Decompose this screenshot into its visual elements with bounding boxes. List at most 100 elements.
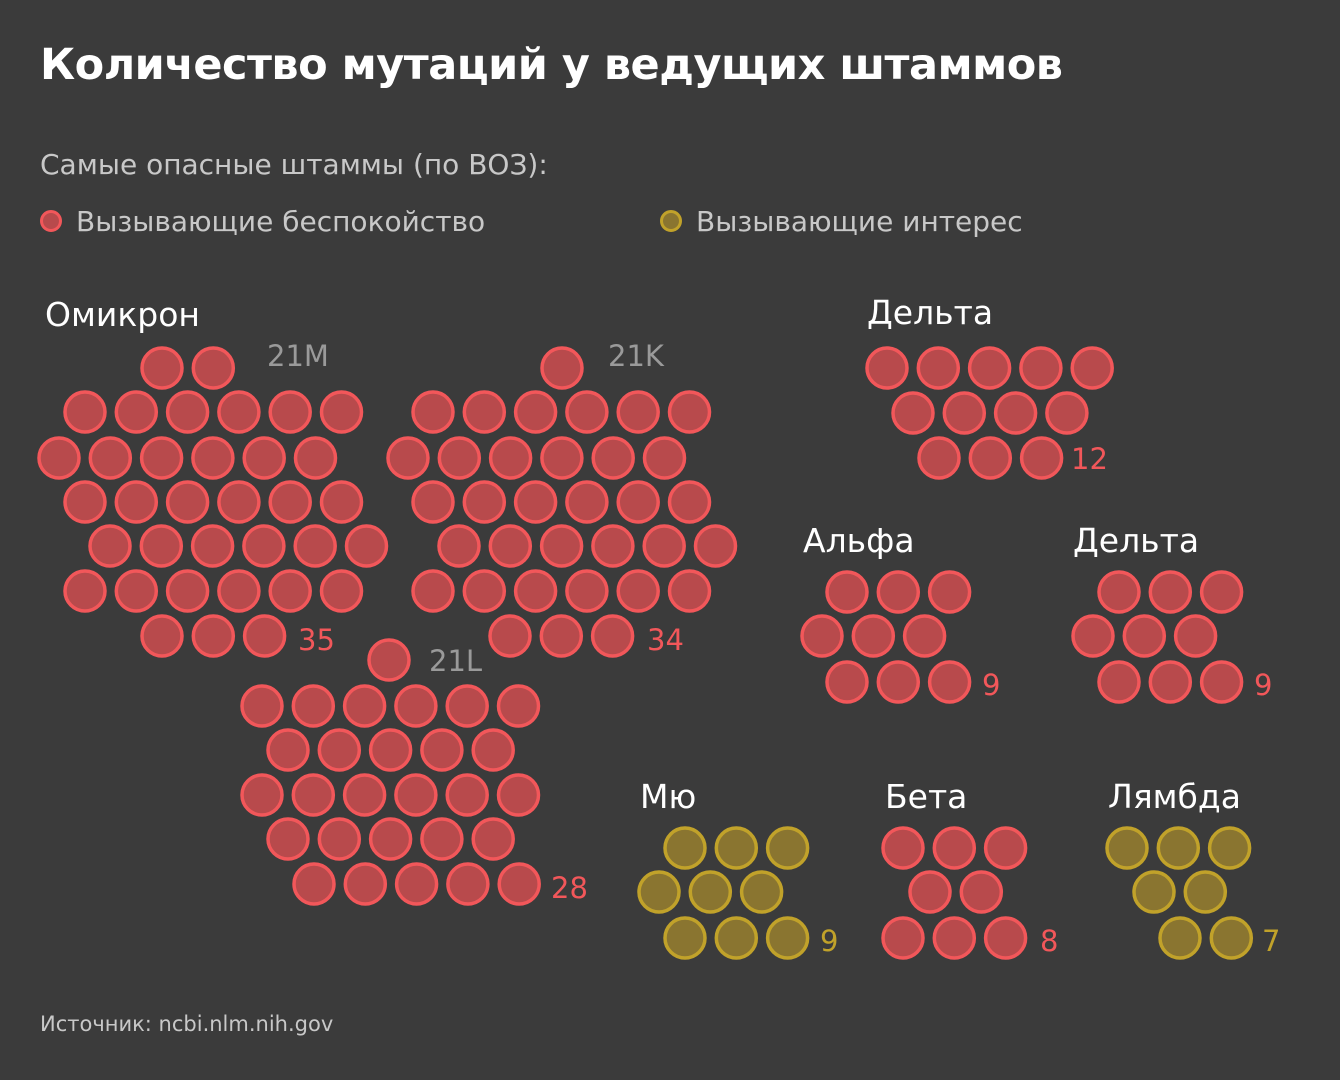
mutation-dot bbox=[825, 660, 869, 704]
mutation-dot bbox=[539, 524, 584, 568]
mutation-dot bbox=[420, 728, 464, 772]
mutation-dot bbox=[240, 773, 284, 817]
mutation-dot bbox=[266, 728, 310, 772]
mutation-dot bbox=[190, 524, 235, 568]
mutation-dot bbox=[565, 390, 609, 434]
legend-label-interest: Вызывающие интерес bbox=[696, 204, 1023, 238]
group-label-cluster-6: Мю bbox=[640, 777, 696, 816]
mutation-dot bbox=[513, 480, 558, 524]
mutation-dot bbox=[916, 346, 961, 390]
mutation-dot bbox=[471, 817, 515, 861]
mutation-dot bbox=[591, 524, 635, 568]
value-label-cluster-5: 9 bbox=[1254, 668, 1272, 702]
mutation-dot bbox=[1019, 346, 1063, 390]
value-label-cluster-3: 12 bbox=[1071, 442, 1108, 476]
mutation-dot bbox=[88, 436, 133, 480]
mutation-dot bbox=[88, 524, 132, 568]
group-label-cluster-7: Бета bbox=[885, 777, 967, 816]
mutation-dot bbox=[497, 862, 541, 906]
mutation-dot bbox=[63, 569, 107, 613]
mutation-dot bbox=[411, 569, 455, 613]
mutation-dot bbox=[445, 773, 489, 817]
mutation-dot bbox=[616, 480, 660, 524]
mutation-dot bbox=[319, 390, 364, 434]
mutation-dot bbox=[165, 569, 210, 613]
mutation-dot bbox=[411, 390, 455, 434]
mutation-dot bbox=[240, 684, 284, 728]
mutation-dot bbox=[191, 346, 236, 390]
mutation-dot bbox=[488, 614, 532, 658]
mutation-dot bbox=[881, 826, 925, 870]
mutation-dot bbox=[386, 436, 430, 480]
mutation-dot bbox=[825, 570, 869, 614]
mutation-dot bbox=[496, 684, 541, 728]
mutation-dot bbox=[471, 728, 515, 772]
mutation-dot bbox=[394, 684, 438, 728]
value-label-cluster-0: 35 bbox=[298, 623, 335, 657]
subvariant-label-cluster-1: 21K bbox=[608, 339, 665, 373]
mutation-dot bbox=[420, 817, 464, 861]
legend-label-concern: Вызывающие беспокойство bbox=[76, 204, 486, 238]
mutation-dot bbox=[908, 870, 952, 914]
value-label-cluster-6: 9 bbox=[820, 924, 838, 958]
source-note: Источник: ncbi.nlm.nih.gov bbox=[40, 1012, 334, 1036]
mutation-dot bbox=[1209, 916, 1254, 960]
mutation-dot bbox=[663, 916, 707, 960]
group-label-cluster-4: Альфа bbox=[803, 521, 915, 560]
mutation-dot bbox=[1183, 870, 1228, 914]
group-label-omicron: Омикрон bbox=[45, 295, 200, 334]
mutation-dot bbox=[932, 916, 977, 960]
mutation-dot bbox=[540, 436, 584, 480]
mutation-dot bbox=[140, 614, 184, 658]
legend-item-concern: Вызывающие беспокойство bbox=[40, 203, 485, 239]
mutation-dot bbox=[513, 390, 558, 434]
mutation-dot bbox=[1097, 660, 1141, 704]
legend-swatch-interest-icon bbox=[660, 210, 682, 232]
mutation-dot bbox=[917, 436, 961, 480]
mutation-dot bbox=[266, 817, 310, 861]
mutation-dot bbox=[268, 480, 312, 524]
mutation-dot bbox=[63, 480, 107, 524]
mutation-dot bbox=[1148, 570, 1193, 614]
mutation-dot bbox=[292, 862, 336, 906]
mutation-dot bbox=[714, 916, 759, 960]
mutation-dot bbox=[446, 862, 490, 906]
mutation-dot bbox=[394, 862, 439, 906]
mutation-dot bbox=[217, 390, 261, 434]
mutation-dot bbox=[565, 569, 609, 613]
mutation-dot bbox=[217, 569, 261, 613]
mutation-dot bbox=[1173, 614, 1218, 658]
mutation-dot bbox=[688, 870, 733, 914]
chart-subtitle: Самые опасные штаммы (по ВОЗ): bbox=[40, 148, 548, 181]
value-label-cluster-7: 8 bbox=[1040, 924, 1058, 958]
mutation-dot bbox=[462, 480, 507, 524]
mutation-dot bbox=[293, 436, 338, 480]
mutation-dot bbox=[616, 390, 660, 434]
value-label-cluster-4: 9 bbox=[982, 668, 1000, 702]
group-label-cluster-5: Дельта bbox=[1073, 521, 1199, 560]
mutation-dot bbox=[139, 524, 184, 568]
mutation-dot bbox=[488, 524, 533, 568]
mutation-dot bbox=[140, 346, 184, 390]
mutation-dot bbox=[242, 436, 286, 480]
mutation-dot bbox=[714, 826, 759, 870]
mutation-dot bbox=[343, 862, 388, 906]
mutation-dot bbox=[1019, 436, 1064, 480]
mutation-dot bbox=[319, 480, 364, 524]
mutation-dot bbox=[114, 390, 159, 434]
mutation-dot bbox=[739, 870, 784, 914]
mutation-dot bbox=[37, 436, 81, 480]
mutation-dot bbox=[765, 826, 810, 870]
mutation-dot bbox=[317, 817, 362, 861]
mutation-dot bbox=[1045, 391, 1089, 435]
mutation-dot bbox=[565, 480, 609, 524]
mutation-dot bbox=[1158, 916, 1202, 960]
mutation-dot bbox=[891, 391, 935, 435]
group-label-cluster-3: Дельта bbox=[867, 293, 993, 332]
mutation-dot bbox=[488, 436, 533, 480]
mutation-dot bbox=[1071, 614, 1115, 658]
mutation-dot bbox=[368, 728, 413, 772]
mutation-dot bbox=[851, 614, 896, 658]
mutation-dot bbox=[616, 569, 660, 613]
mutation-dot bbox=[865, 346, 909, 390]
